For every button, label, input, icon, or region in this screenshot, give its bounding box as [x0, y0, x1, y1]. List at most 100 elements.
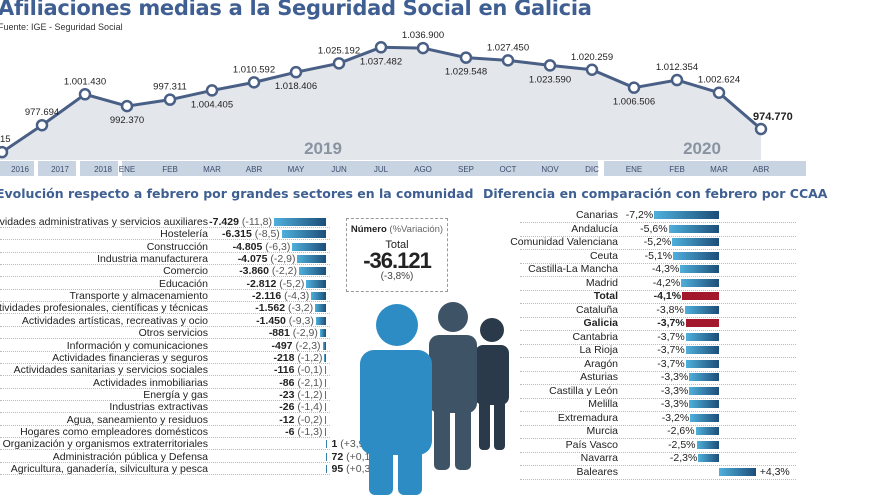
- data-point: [35, 118, 49, 132]
- ccaa-label: Andalucía: [571, 222, 618, 235]
- sector-row: Otros servicios -881 (-2,9): [0, 327, 880, 340]
- ccaa-bar: [673, 251, 719, 260]
- sector-row: Actividades financieras y seguros -218 (-…: [0, 352, 880, 364]
- ccaa-value: -7,2%: [625, 209, 654, 221]
- ccaa-value: -3,3%: [660, 384, 689, 397]
- sector-bar: [324, 366, 326, 375]
- sector-row: Administración pública y Defensa 72 (+0,1…: [0, 451, 880, 463]
- sector-row: Actividades profesionales, científicas y…: [0, 302, 880, 315]
- data-point: [205, 84, 219, 97]
- ccaa-label: Ceuta: [589, 249, 618, 262]
- x-tick-label: AGO: [414, 165, 432, 174]
- ccaa-label: País Vasco: [565, 438, 618, 451]
- row-divider: [520, 316, 796, 318]
- data-label: 1.023.590: [529, 74, 571, 85]
- ccaa-value: -2,5%: [668, 438, 696, 451]
- data-label: 992.370: [110, 115, 144, 126]
- sector-label: Actividades artísticas, recreativas y oc…: [21, 314, 208, 327]
- line-area: [0, 47, 761, 160]
- row-divider: [0, 227, 330, 228]
- data-point: [332, 57, 346, 70]
- sector-row: Transporte y almacenamiento -2.116 (-4,3): [0, 290, 880, 303]
- row-divider: [0, 375, 330, 377]
- data-label: 974.770: [753, 111, 793, 123]
- row-divider: [520, 235, 796, 237]
- sector-value: -3.860 (-2,2): [239, 265, 297, 278]
- sector-label: Información y comunicaciones: [66, 339, 208, 352]
- row-divider: [0, 399, 330, 401]
- sector-label: Actividades inmobiliarias: [93, 376, 208, 389]
- row-divider: [520, 465, 796, 466]
- ccaa-value: -3,7%: [657, 357, 685, 370]
- row-divider: [520, 276, 796, 277]
- x-tick-label: ABR: [753, 165, 770, 174]
- ccaa-value: -3,7%: [657, 330, 685, 343]
- ccaa-value: -4,1%: [653, 290, 682, 302]
- row-divider: [520, 397, 796, 399]
- data-point: [459, 51, 473, 64]
- data-point: [670, 73, 684, 87]
- ccaa-bar: [682, 292, 719, 300]
- sector-bar: [326, 452, 327, 461]
- ccaa-bar: [681, 278, 719, 287]
- sector-label: Otros servicios: [138, 327, 208, 340]
- ccaa-value: -3,7%: [657, 344, 685, 356]
- page-title: Afiliaciones medias a la Seguridad Socia…: [0, 0, 592, 20]
- row-divider: [0, 412, 330, 414]
- ccaa-row: Galicia -3,7%: [0, 317, 880, 331]
- ccaa-row: Navarra -2,3%: [0, 452, 880, 466]
- line-chart: 2016 2017 2018 ENE FEB MAR ABR MAY JUN JUL AGO SEP O…: [0, 30, 806, 176]
- ccaa-label: Cataluña: [575, 303, 618, 316]
- x-tick-label: JUN: [331, 165, 347, 174]
- row-divider: [520, 222, 796, 223]
- data-label: 1.029.548: [445, 67, 487, 78]
- sector-value: -26 (-1,4): [279, 401, 323, 414]
- ccaa-bar: [685, 346, 719, 354]
- row-divider: [520, 343, 796, 345]
- sector-row: Información y comunicaciones -497 (-2,3): [0, 340, 880, 352]
- sector-label: Hostelería: [160, 228, 208, 241]
- ccaa-row: País Vasco -2,5%: [0, 438, 880, 453]
- sector-row: Actividades sanitarias y servicios socia…: [0, 364, 880, 377]
- ccaa-row: Comunidad Valenciana -5,2%: [0, 236, 880, 250]
- ccaa-title: Diferencia en comparación con febrero po…: [483, 186, 828, 201]
- sector-bar: [322, 341, 326, 350]
- ccaa-label: Madrid: [585, 276, 618, 289]
- ccaa-bar: [685, 359, 719, 368]
- sector-bar: [297, 255, 326, 264]
- data-point: [754, 122, 768, 136]
- ccaa-row: Extremadura -3,2%: [0, 412, 880, 426]
- row-divider: [520, 384, 796, 385]
- ccaa-row: La Rioja -3,7%: [0, 344, 880, 358]
- sector-bar: [306, 279, 326, 288]
- sector-label: Agricultura, ganadería, silvicultura y p…: [10, 463, 208, 475]
- ccaa-value: -5,6%: [640, 222, 668, 235]
- ccaa-row: Asturias -3,3%: [0, 371, 880, 385]
- sector-label: Educación: [158, 277, 208, 290]
- data-label: 997.311: [153, 82, 187, 93]
- sector-label: Administración pública y Defensa: [52, 450, 208, 463]
- ccaa-row: Andalucía -5,6%: [0, 222, 880, 237]
- x-tick-label: MAY: [288, 165, 305, 174]
- sector-row: Comercio -3.860 (-2,2): [0, 265, 880, 278]
- sector-row: Industrias extractivas -26 (-1,4): [0, 401, 880, 414]
- ccaa-row: Total -4,1%: [0, 290, 880, 304]
- ccaa-bar: [690, 413, 719, 422]
- x-tick-label: ENE: [119, 165, 135, 174]
- row-divider: [0, 474, 330, 475]
- ccaa-bar: [696, 440, 719, 449]
- sector-label: Construcción: [146, 240, 208, 253]
- ccaa-bar: [668, 224, 719, 233]
- sector-value: -6 (-1,3): [285, 425, 323, 438]
- x-tick-label: FEB: [162, 165, 178, 174]
- row-divider: [0, 251, 330, 253]
- sector-bar: [281, 230, 326, 239]
- sector-label: Organización y organismos extraterritori…: [2, 438, 208, 451]
- row-divider: [520, 357, 796, 358]
- sector-value: -23 (-1,2): [279, 388, 323, 401]
- sector-row: Actividades artísticas, recreativas y oc…: [0, 315, 880, 327]
- ccaa-row: Castilla y León -3,3%: [0, 384, 880, 399]
- ccaa-bar: [672, 238, 719, 246]
- ccaa-label: Castilla y León: [549, 384, 618, 397]
- row-divider: [520, 424, 796, 426]
